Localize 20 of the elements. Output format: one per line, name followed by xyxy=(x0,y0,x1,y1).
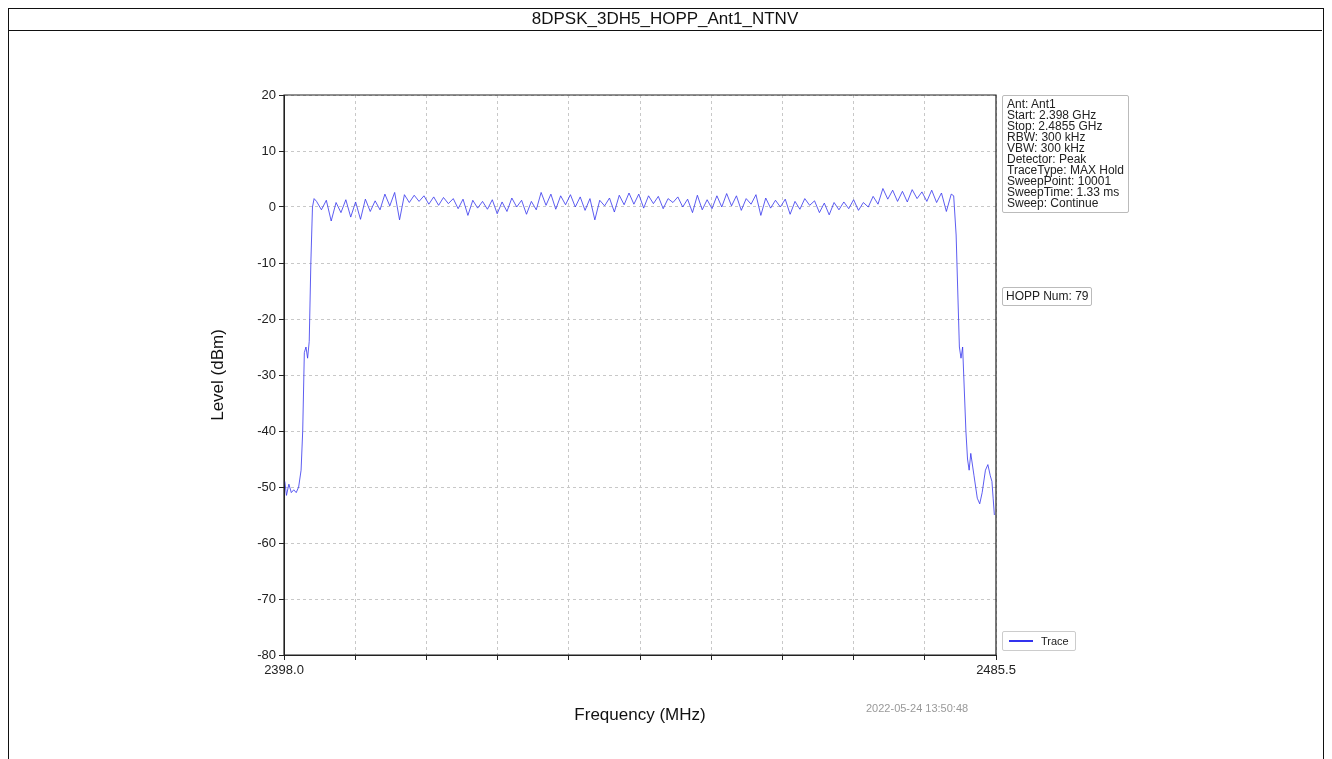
y-tick-label: -30 xyxy=(257,366,276,382)
y-tick-label: -40 xyxy=(257,422,276,438)
y-tick-label: -60 xyxy=(257,534,276,550)
legend-label: Trace xyxy=(1041,635,1069,647)
y-tick-label: 20 xyxy=(261,86,276,102)
x-tick-label: 2485.5 xyxy=(976,662,1016,678)
y-tick-label: 0 xyxy=(268,198,276,214)
y-tick-label: -80 xyxy=(257,646,276,662)
y-tick-label: -10 xyxy=(257,254,276,270)
text: HOPP Num: 79 xyxy=(1002,287,1093,306)
y-tick-label: -20 xyxy=(257,310,276,326)
y-axis-title: Level (dBm) xyxy=(207,329,227,421)
x-tick-label: 2398.0 xyxy=(264,662,304,678)
y-tick-label: -70 xyxy=(257,590,276,606)
y-tick-label: -50 xyxy=(257,478,276,494)
chart-title: 8DPSK_3DH5_HOPP_Ant1_NTNV xyxy=(8,8,1322,31)
y-tick-label: 10 xyxy=(261,142,276,158)
text: 2022-05-24 13:50:48 xyxy=(866,702,969,714)
x-axis-title: Frequency (MHz) xyxy=(574,705,706,725)
text: Ant: Ant1 Start: 2.398 GHz Stop: 2.4855 GHz RBW: 300 kHz VBW: 300 kHz Detector: Peak TraceType: MAX Hold SweepPoint: 10001 SweepTime: 1.33 ms Sweep: Continue xyxy=(1007,97,1124,210)
